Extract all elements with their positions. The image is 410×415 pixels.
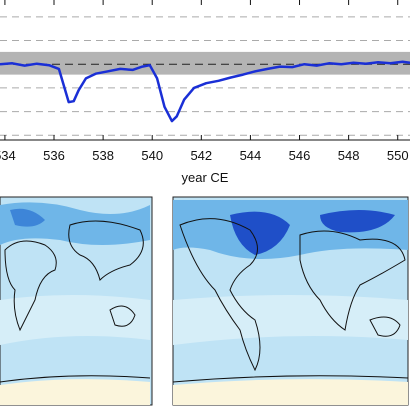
map-shading: [0, 295, 150, 345]
x-tick-label: 542: [190, 148, 212, 163]
x-tick-label: 544: [240, 148, 262, 163]
coastline: [0, 220, 151, 383]
x-tick-label: 536: [43, 148, 65, 163]
map-shading: [173, 295, 408, 345]
coastline: [172, 218, 409, 383]
map-shading: [0, 379, 150, 405]
x-tick-label: 546: [289, 148, 311, 163]
x-tick-label: 548: [338, 148, 360, 163]
uncertainty-band: [0, 51, 410, 75]
map-shading: [230, 210, 395, 255]
x-tick-label: 540: [141, 148, 163, 163]
x-tick-label: 538: [92, 148, 114, 163]
map-right: [172, 196, 409, 406]
x-axis-label: year CE: [182, 170, 229, 185]
line-chart: 534 536 538 540 542 544 546 548 550: [0, 0, 410, 163]
map-shading: [10, 208, 45, 227]
x-tick-label: 534: [0, 148, 16, 163]
map-shading: [173, 379, 408, 405]
map-left: [0, 196, 153, 406]
x-tick-label: 550: [387, 148, 409, 163]
series-line: [0, 60, 410, 123]
